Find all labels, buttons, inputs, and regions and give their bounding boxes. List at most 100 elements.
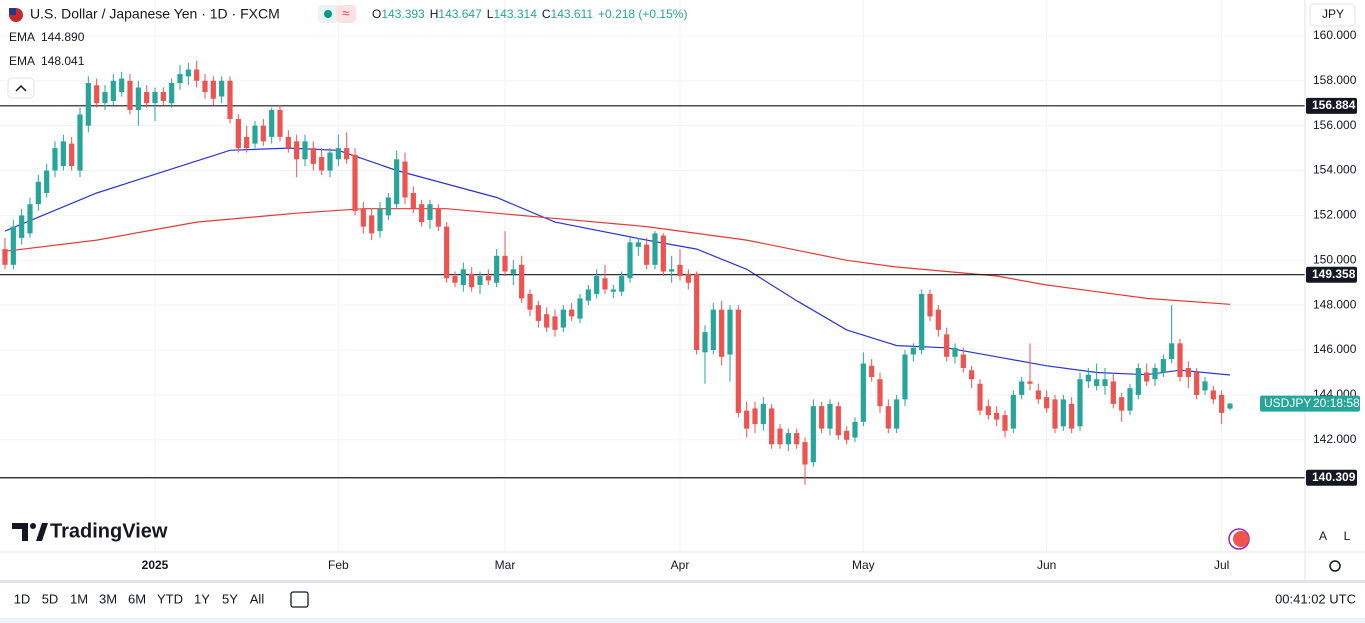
collapse-button[interactable] [7,77,35,99]
candle-body [619,276,625,292]
candle-body [719,309,725,357]
candle-body [1219,394,1225,413]
candle-body [1110,381,1116,404]
y-tick-label: 142.000 [1313,432,1357,446]
candle-body [919,293,925,351]
candle-body [160,92,166,101]
candle-body [177,74,183,84]
candle-body [402,161,408,198]
ohlc-value: 143.393 [381,7,425,21]
candle-body [110,80,116,101]
legend: U.S. Dollar / Japanese Yen · 1D · FXCM ≈… [7,5,687,99]
y-tick-label: 146.000 [1313,342,1357,356]
candle-body [902,354,908,400]
period-button[interactable]: 1D [14,591,31,606]
period-button[interactable]: 5Y [222,591,238,606]
candle-body [852,421,858,438]
candle-body [802,442,808,465]
candle-body [1027,381,1033,384]
period-button[interactable]: 5D [42,591,59,606]
candle-body [60,141,66,167]
candle-body [427,204,433,220]
toolbar-separator [0,580,1365,583]
currency-button[interactable] [1309,3,1356,27]
period-button[interactable]: 3M [99,591,117,606]
period-button[interactable]: 1Y [194,591,210,606]
candle-body [310,148,316,164]
event-icon [1233,531,1249,547]
candle-body [444,226,450,279]
candle-body [935,309,941,330]
period-button[interactable]: 6M [128,591,146,606]
ema-line [4,208,1231,305]
level-tag [1306,266,1357,283]
scale-button-bg[interactable] [1314,528,1332,546]
level-label: 140.309 [1312,470,1356,484]
candle-body [1052,399,1058,429]
candle-body [285,136,291,149]
candle-body [477,276,483,285]
candle-body [635,242,641,247]
candle-body [827,403,833,429]
x-tick-label: Mar [495,558,516,572]
candle-body [494,255,500,283]
candle-body [602,278,608,290]
price-tag [1260,395,1360,412]
candle-body [369,215,375,234]
candle-body [710,309,716,351]
period-button[interactable]: YTD [157,591,183,606]
candle-body [944,334,950,357]
candle-body [885,406,891,429]
candle-body [69,143,75,167]
status-icon: ≈ [342,5,349,20]
candle-body [644,244,650,265]
scale-button[interactable]: A [1319,529,1327,543]
candle-body [794,433,800,445]
candle-body [1085,374,1091,382]
level-label: 149.358 [1312,267,1356,281]
candle-body [1044,397,1050,409]
date-range-icon[interactable] [290,591,309,608]
candle-body [1169,343,1175,360]
scale-button-bg[interactable] [1338,528,1356,546]
candle-body [994,412,1000,420]
period-button[interactable]: 1M [70,591,88,606]
candle-body [235,118,241,149]
candle-body [1177,343,1183,377]
ohlc-key: C [542,7,551,21]
candle-body [27,204,33,234]
candle-body [652,233,658,265]
candle-body [910,347,916,355]
candle-body [969,370,975,380]
candle-body [435,208,441,227]
candle-body [10,226,16,265]
candle-body [144,92,150,104]
candle-body [1094,379,1100,386]
ohlc-values: O143.393 H143.647 L143.314 C143.611 +0.218 (… [372,7,687,21]
scale-button[interactable]: L [1344,529,1351,543]
candle-body [1102,379,1108,386]
candle-body [35,181,41,205]
candle-body [785,433,791,445]
ema-value: 148.041 [41,54,85,68]
candle-body [960,354,966,368]
candle-body [502,255,508,272]
candle-body [1185,368,1191,377]
candle-body [19,215,25,238]
candle-body [260,125,266,142]
candle-body [702,332,708,353]
candle-body [185,69,191,77]
settings-icon[interactable] [1329,560,1341,572]
period-button[interactable]: All [250,591,265,606]
candle-body [360,208,366,227]
candle-body [777,428,783,445]
x-tick-label: Jul [1214,558,1229,572]
candle-body [119,78,125,92]
ohlc-value: 143.314 [493,7,537,21]
candle-body [977,383,983,411]
logo-text: TradingView [50,520,168,542]
candle-body [819,406,825,429]
ohlc-key: L [487,7,494,21]
candle-body [877,379,883,407]
